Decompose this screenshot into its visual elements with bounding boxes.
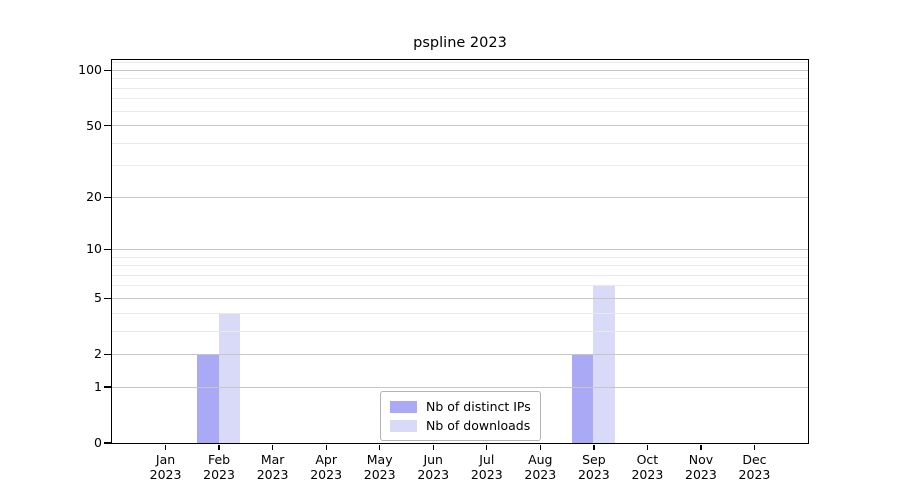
y-tick-mark <box>103 248 111 251</box>
legend-label-downloads: Nb of downloads <box>426 418 531 433</box>
x-tick-label-jul: Jul 2023 <box>470 452 503 482</box>
x-tick-mark <box>432 445 434 450</box>
x-tick-label-nov: Nov 2023 <box>685 452 717 482</box>
y-gridline-minor <box>111 256 808 258</box>
y-gridline-minor <box>111 78 808 80</box>
y-gridline-minor <box>111 98 808 100</box>
y-gridline-minor <box>111 87 808 89</box>
x-tick-label-feb: Feb 2023 <box>203 452 235 482</box>
y-tick-mark <box>103 124 111 127</box>
legend-item-downloads: Nb of downloads <box>390 416 531 435</box>
y-tick-label: 20 <box>86 189 102 205</box>
chart-title: pspline 2023 <box>413 35 507 51</box>
y-tick-label: 100 <box>78 62 102 78</box>
y-tick-label: 2 <box>94 346 102 362</box>
y-gridline-minor <box>111 312 808 314</box>
x-tick-mark <box>486 445 488 450</box>
y-gridline-major <box>111 386 808 388</box>
y-gridline-minor <box>111 274 808 276</box>
bar-distinct-ips-sep <box>571 353 594 443</box>
y-gridline-minor <box>111 265 808 267</box>
y-gridline-major <box>111 69 808 71</box>
legend-swatch-distinct-ips <box>390 400 417 413</box>
legend-label-distinct-ips: Nb of distinct IPs <box>426 399 531 414</box>
y-gridline-major <box>111 248 808 250</box>
y-gridline-major <box>111 297 808 299</box>
plot-area <box>110 58 809 444</box>
x-tick-mark <box>272 445 274 450</box>
y-tick-label: 10 <box>86 241 102 257</box>
x-tick-mark <box>753 445 756 450</box>
y-tick-label: 1 <box>94 379 102 395</box>
y-tick-mark <box>103 386 111 388</box>
x-tick-label-may: May 2023 <box>363 452 396 482</box>
y-gridline-minor <box>111 285 808 287</box>
x-tick-label-sep: Sep 2023 <box>577 452 610 482</box>
y-tick-mark <box>103 297 111 300</box>
y-gridline-minor <box>111 62 808 64</box>
y-tick-mark <box>103 196 111 198</box>
y-gridline-major <box>111 125 808 126</box>
y-tick-label: 5 <box>94 290 102 306</box>
y-tick-mark <box>103 69 111 72</box>
y-gridline-minor <box>111 110 808 112</box>
x-tick-label-dec: Dec 2023 <box>738 452 771 482</box>
x-tick-mark <box>646 445 649 450</box>
x-tick-label-jun: Jun 2023 <box>417 452 450 482</box>
x-tick-label-aug: Aug 2023 <box>524 452 557 482</box>
x-tick-mark <box>164 445 167 450</box>
x-tick-mark <box>325 445 327 450</box>
legend: Nb of distinct IPs Nb of downloads <box>380 391 541 441</box>
y-gridline-minor <box>111 330 808 332</box>
y-gridline-major <box>111 196 808 198</box>
y-gridline-minor <box>111 165 808 167</box>
x-tick-label-mar: Mar 2023 <box>256 452 289 482</box>
legend-swatch-downloads <box>390 419 417 432</box>
x-tick-mark <box>218 445 220 450</box>
bar-distinct-ips-feb <box>197 353 219 443</box>
x-tick-mark <box>539 445 541 450</box>
y-tick-mark <box>103 353 111 355</box>
y-tick-mark <box>103 442 111 444</box>
x-tick-label-jan: Jan 2023 <box>149 452 182 482</box>
bar-downloads-feb <box>218 312 241 443</box>
x-tick-mark <box>700 445 702 450</box>
x-tick-label-apr: Apr 2023 <box>310 452 343 482</box>
legend-item-distinct-ips: Nb of distinct IPs <box>390 397 531 416</box>
x-tick-mark <box>379 445 381 450</box>
bar-downloads-sep <box>593 285 615 443</box>
y-gridline-minor <box>111 142 808 144</box>
x-tick-mark <box>593 445 595 450</box>
y-tick-label: 0 <box>94 435 102 450</box>
x-tick-label-oct: Oct 2023 <box>631 452 664 482</box>
y-tick-label: 50 <box>86 117 102 133</box>
y-gridline-major <box>111 353 808 355</box>
